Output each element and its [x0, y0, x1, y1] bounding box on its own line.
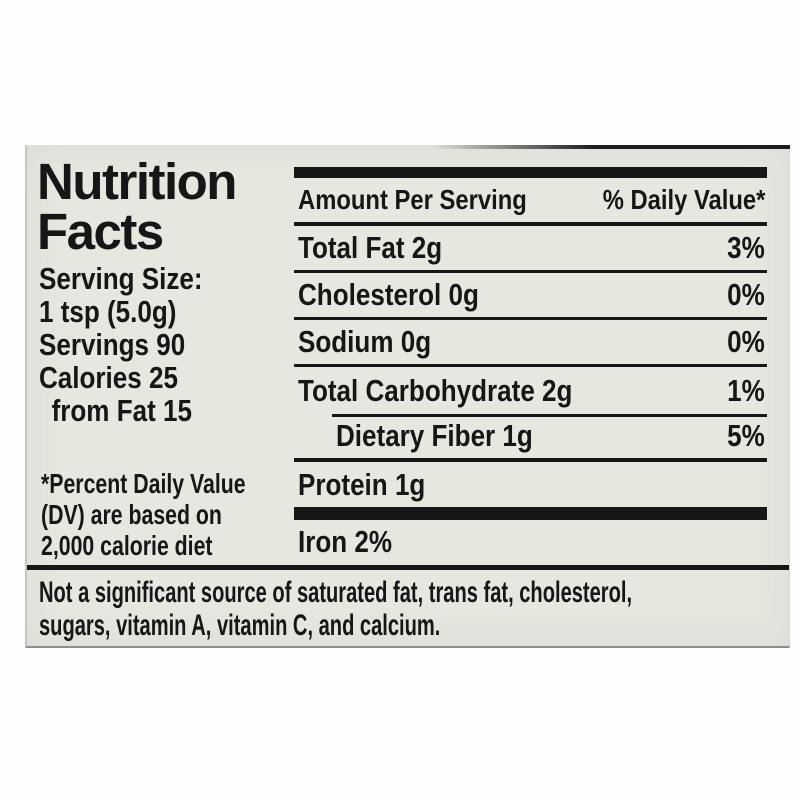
nutrient-row: Iron 2% — [294, 520, 767, 564]
amount-per-serving-header: Amount Per Serving — [298, 184, 527, 215]
nutrient-daily-value: 1% — [727, 372, 765, 408]
title-line-1: Nutrition — [37, 153, 237, 210]
footnote-line-3: 2,000 calorie diet — [41, 530, 213, 561]
nutrient-row: Total Carbohydrate 2g 1% — [294, 367, 767, 414]
nutrient-daily-value: 0% — [727, 277, 765, 312]
disclaimer-text: Not a significant source of saturated fa… — [39, 576, 756, 642]
nutrient-row: Protein 1g — [294, 462, 767, 520]
daily-value-header: % Daily Value* — [602, 184, 765, 215]
nutrient-name-amount: Sodium 0g — [298, 324, 432, 359]
calories-line: Calories 25 — [39, 360, 178, 395]
serving-info: Serving Size: 1 tsp (5.0g) Servings 90 C… — [39, 262, 234, 427]
nutrient-row: Dietary Fiber 1g 5% — [294, 414, 767, 462]
nutrient-row: Total Fat 2g 3% — [294, 226, 767, 273]
serving-size-label: Serving Size: — [39, 261, 203, 296]
title-line-2: Facts — [37, 203, 164, 260]
calories-from-fat-line: from Fat 15 — [51, 393, 192, 428]
servings-count: Servings 90 — [39, 327, 186, 362]
disclaimer-line-1: Not a significant source of saturated fa… — [39, 576, 633, 609]
nutrition-facts-label: Nutrition Facts Serving Size: 1 tsp (5.0… — [25, 145, 790, 648]
nutrient-daily-value: 0% — [727, 324, 765, 359]
nutrient-daily-value: 3% — [727, 230, 765, 265]
nutrient-name-amount: Iron 2% — [298, 524, 393, 559]
nutrient-table: Amount Per Serving % Daily Value* Total … — [294, 167, 767, 564]
daily-value-footnote: *Percent Daily Value (DV) are based on 2… — [41, 468, 310, 561]
scan-artifact-line — [430, 145, 790, 149]
nutrient-name-amount: Total Fat 2g — [298, 230, 443, 265]
serving-size-value: 1 tsp (5.0g) — [39, 294, 177, 329]
nutrient-row: Cholesterol 0g 0% — [294, 273, 767, 320]
nutrient-row: Sodium 0g 0% — [294, 320, 767, 367]
nutrient-daily-value: 5% — [727, 418, 765, 453]
label-title: Nutrition Facts — [37, 153, 237, 260]
nutrient-name-amount: Dietary Fiber 1g — [336, 418, 533, 453]
nutrient-name-amount: Protein 1g — [298, 466, 426, 502]
nutrient-name-amount: Total Carbohydrate 2g — [298, 372, 573, 408]
footnote-line-2: (DV) are based on — [41, 499, 222, 530]
nutrient-name-amount: Cholesterol 0g — [298, 277, 479, 312]
table-top-bar — [294, 167, 767, 178]
bottom-divider-rule — [27, 565, 789, 570]
footnote-line-1: *Percent Daily Value — [41, 468, 246, 499]
nutrient-rows: Total Fat 2g 3% Cholesterol 0g 0% Sodium 0g 0… — [294, 226, 767, 564]
disclaimer-line-2: sugars, vitamin A, vitamin C, and calciu… — [39, 609, 441, 642]
table-header-row: Amount Per Serving % Daily Value* — [294, 178, 767, 226]
